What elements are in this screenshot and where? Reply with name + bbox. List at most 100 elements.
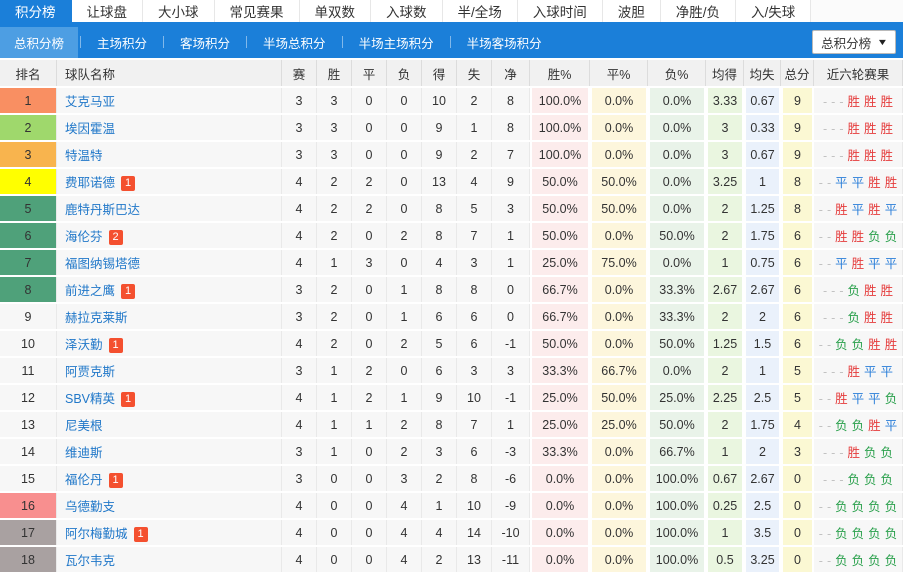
avg_gf-cell: 2	[706, 358, 744, 383]
standings-table: 排名 球队名称赛胜平负得失净胜% 平% 负% 均得 均失 总分 近六轮赛果 1 艾克马亚 3 3 0 0…	[0, 58, 903, 574]
recent-result: -	[822, 446, 828, 460]
main-tab-9[interactable]: 波胆	[602, 0, 661, 22]
loss_pct-cell: 66.7%	[648, 439, 706, 464]
main-tab-4[interactable]: 常见赛果	[214, 0, 300, 22]
gf-cell: 2	[422, 466, 457, 491]
played-cell: 3	[282, 358, 317, 383]
table-row: 9 赫拉克莱斯 3 2 0 1 6 6 0 66.7% 0.0% 33.3% 2 2 6- - - 负胜胜	[0, 304, 903, 329]
rank-cell: 16	[0, 493, 57, 518]
team-link[interactable]: 瓦尔韦克	[65, 554, 116, 568]
win_pct-cell: 33.3%	[530, 439, 590, 464]
table-row: 13 尼美根 4 1 1 2 8 7 1 25.0% 25.0% 50.0% 2 1.75 4- - 负负胜平	[0, 412, 903, 437]
table-row: 12 SBV精英 1 4 1 2 1 9 10 -1 25.0% 50.0% 25.0% 2.25 2.5 5…	[0, 385, 903, 410]
sub-tab-1[interactable]: 总积分榜	[0, 26, 79, 58]
team-link[interactable]: 福伦丹	[65, 473, 103, 487]
rank-cell: 10	[0, 331, 57, 356]
team-link[interactable]: 赫拉克莱斯	[65, 311, 128, 325]
team-link[interactable]: 艾克马亚	[65, 95, 116, 109]
sub-tab-6[interactable]: 半场客场积分	[466, 36, 542, 51]
col-header-3: 赛	[282, 60, 317, 86]
loss-cell: 1	[387, 385, 422, 410]
recent-result: 负	[884, 230, 898, 244]
main-tab-5[interactable]: 单双数	[299, 0, 371, 22]
sub-tab-2[interactable]: 主场积分	[97, 36, 148, 51]
recent-result: 负	[835, 338, 848, 352]
recent-result: -	[822, 95, 828, 109]
loss_pct-cell: 33.3%	[648, 304, 706, 329]
rank-cell: 13	[0, 412, 57, 437]
table-row: 15 福伦丹 1 3 0 0 3 2 8 -6 0.0% 0.0% 100.0% 0.67 2.67 0- - -…	[0, 466, 903, 491]
sub-tab-5[interactable]: 半场主场积分	[358, 36, 434, 51]
team-link[interactable]: SBV精英	[65, 392, 116, 406]
recent-result: 胜	[847, 365, 860, 379]
team-link[interactable]: 埃因霍温	[65, 122, 116, 136]
recent-cell: ---胜平平	[814, 358, 903, 383]
team-link[interactable]: 泽沃勤	[65, 338, 103, 352]
ga-cell: 2	[457, 88, 492, 113]
loss-cell: 0	[387, 358, 422, 383]
draw-cell: 0	[352, 304, 387, 329]
ga-cell: 6	[457, 439, 492, 464]
col-header-12: 负%	[648, 60, 706, 86]
team-link[interactable]: 海伦芬	[65, 230, 103, 244]
gf-cell: 4	[422, 250, 457, 275]
recent-result: 平	[884, 419, 898, 433]
main-tab-3[interactable]: 大小球	[143, 0, 215, 22]
main-tab-10[interactable]: 净胜/负	[660, 0, 737, 22]
sub-tab-4[interactable]: 半场总积分	[263, 36, 326, 51]
avg_ga-cell: 1.5	[744, 331, 781, 356]
view-select[interactable]: 总积分榜 ▼	[812, 30, 896, 54]
team-cell: 阿贾克斯	[57, 358, 282, 383]
draw_pct-cell: 0.0%	[590, 223, 648, 248]
draw-cell: 0	[352, 142, 387, 167]
team-cell: 阿尔梅勤城 1	[57, 520, 282, 545]
team-link[interactable]: 特温特	[65, 149, 103, 163]
team-cell: 尼美根	[57, 412, 282, 437]
team-link[interactable]: 费耶诺德	[65, 176, 116, 190]
loss-cell: 2	[387, 439, 422, 464]
win_pct-cell: 33.3%	[530, 358, 590, 383]
win-cell: 1	[317, 358, 352, 383]
recent-result: 负	[864, 446, 877, 460]
team-link[interactable]: 乌德勤支	[65, 500, 116, 514]
draw-cell: 2	[352, 196, 387, 221]
sub-tab-3[interactable]: 客场积分	[180, 36, 231, 51]
recent-result: 胜	[864, 284, 877, 298]
live-badge: 1	[121, 392, 136, 407]
avg_gf-cell: 2	[706, 223, 744, 248]
recent-result: 负	[835, 419, 848, 433]
main-tab-7[interactable]: 半/全场	[442, 0, 518, 22]
recent-result: -	[818, 257, 823, 271]
team-link[interactable]: 阿尔梅勤城	[65, 527, 128, 541]
table-row: 4 费耶诺德 1 4 2 2 0 13 4 9 50.0% 50.0% 0.0% 3.25 1 8- - 平平胜胜	[0, 169, 903, 194]
draw_pct-cell: 0.0%	[590, 277, 648, 302]
rank-cell: 18	[0, 547, 57, 572]
ga-cell: 6	[457, 331, 492, 356]
loss_pct-cell: 0.0%	[648, 142, 706, 167]
main-tab-6[interactable]: 入球数	[371, 0, 443, 22]
main-tab-11[interactable]: 入/失球	[736, 0, 812, 22]
points-cell: 9	[781, 115, 814, 140]
main-tab-1[interactable]: 积分榜	[0, 0, 72, 22]
team-cell: 费耶诺德 1	[57, 169, 282, 194]
recent-result: 负	[851, 419, 865, 433]
team-link[interactable]: 福图纳锡塔德	[65, 257, 141, 271]
loss-cell: 0	[387, 196, 422, 221]
recent-result: 平	[868, 257, 881, 271]
team-link[interactable]: 前进之鹰	[65, 284, 116, 298]
win_pct-cell: 100.0%	[530, 88, 590, 113]
win-cell: 0	[317, 493, 352, 518]
main-tab-8[interactable]: 入球时间	[517, 0, 603, 22]
win-cell: 0	[317, 547, 352, 572]
win-cell: 3	[317, 142, 352, 167]
team-link[interactable]: 鹿特丹斯巴达	[65, 203, 141, 217]
recent-result: -	[822, 473, 828, 487]
team-link[interactable]: 阿贾克斯	[65, 365, 116, 379]
team-link[interactable]: 维迪斯	[65, 446, 103, 460]
team-link[interactable]: 尼美根	[65, 419, 103, 433]
main-tab-2[interactable]: 让球盘	[71, 0, 143, 22]
recent-cell: --胜平平负	[814, 385, 903, 410]
loss-cell: 0	[387, 88, 422, 113]
win-cell: 2	[317, 277, 352, 302]
team-cell: 前进之鹰 1	[57, 277, 282, 302]
